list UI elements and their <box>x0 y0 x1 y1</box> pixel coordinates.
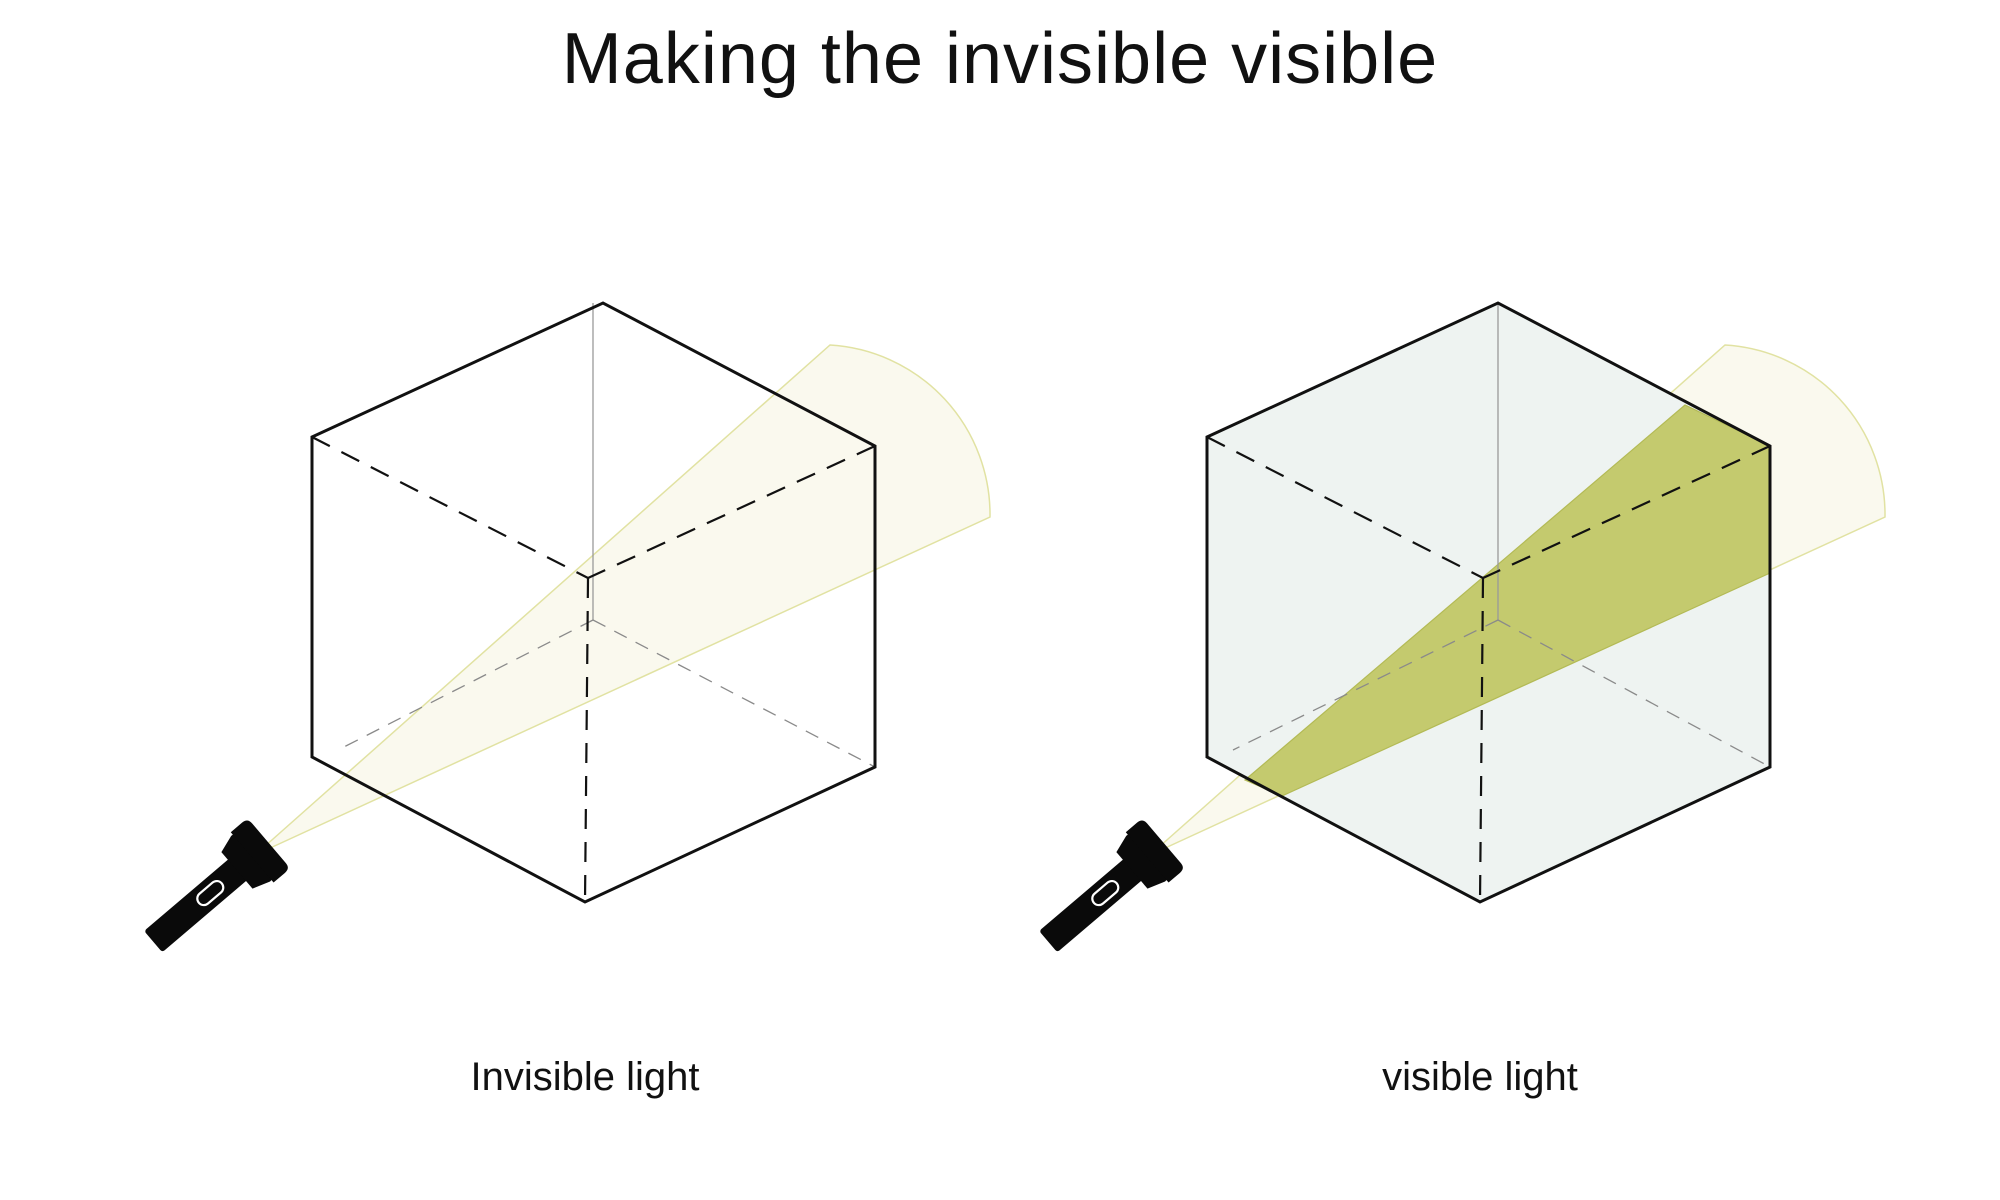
panel-visible-light <box>1040 301 1886 952</box>
cube-inner-dashed <box>1206 436 1771 903</box>
cube-inner-dashed <box>311 436 876 903</box>
hidden-edge <box>1497 619 1771 768</box>
inner-edge <box>587 445 876 579</box>
inner-edge <box>1482 445 1771 579</box>
hidden-edge <box>1232 619 1499 751</box>
inner-edge <box>583 577 590 903</box>
hidden-edge <box>592 619 876 768</box>
caption-invisible-light: Invisible light <box>470 1055 700 1099</box>
panel-invisible-light <box>145 301 991 952</box>
cube-hidden-edges <box>1232 303 1771 768</box>
cube-hidden-edges <box>337 303 876 768</box>
light-cone <box>254 344 991 856</box>
caption-visible-light: visible light <box>1382 1055 1578 1099</box>
flashlight-icon <box>145 820 288 952</box>
page-title: Making the invisible visible <box>561 19 1439 99</box>
flashlight-icon <box>1040 820 1183 952</box>
cube-outline <box>1205 301 1772 904</box>
inner-edge <box>1206 436 1484 579</box>
inner-edge <box>1478 577 1485 903</box>
inner-edge <box>311 436 589 579</box>
cube-outline <box>310 301 877 904</box>
